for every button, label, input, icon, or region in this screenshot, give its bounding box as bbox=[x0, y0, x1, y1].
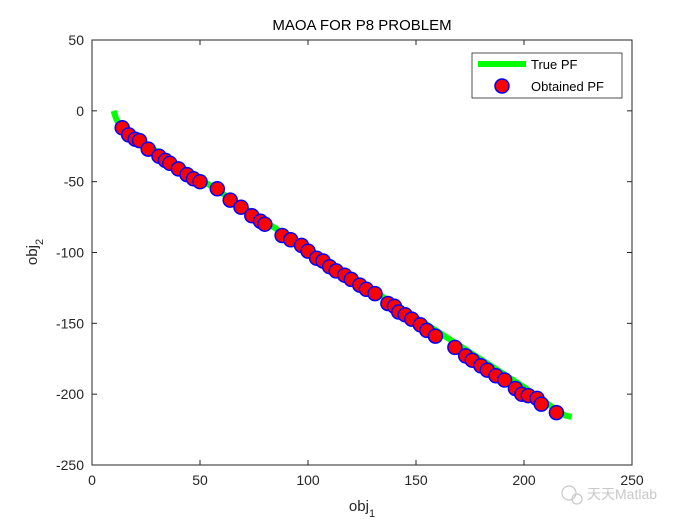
x-tick-label-100: 100 bbox=[296, 472, 320, 488]
y-axis-label-subscript: 2 bbox=[34, 239, 46, 245]
y-axis-label: obj2 bbox=[24, 239, 46, 265]
legend: True PF Obtained PF bbox=[471, 52, 623, 99]
y-tick-label--250: -250 bbox=[56, 457, 84, 473]
x-tick-label-50: 50 bbox=[192, 472, 208, 488]
y-tick-label--50: -50 bbox=[64, 174, 84, 190]
obtained-pf-point bbox=[192, 173, 208, 190]
axes-background bbox=[92, 40, 632, 465]
watermark-text: 天天Matlab bbox=[587, 486, 657, 502]
chart-title: MAOA FOR P8 PROBLEM bbox=[272, 17, 451, 34]
wechat-icon bbox=[561, 485, 577, 501]
y-axis-label-base: obj bbox=[24, 245, 41, 265]
obtained-pf-point bbox=[140, 141, 156, 157]
obtained-pf-point bbox=[548, 404, 565, 421]
x-tick-label-150: 150 bbox=[404, 472, 428, 488]
legend-true-pf-label: True PF bbox=[531, 57, 578, 72]
obtained-pf-point bbox=[427, 328, 444, 344]
x-tick-label-250: 250 bbox=[620, 472, 644, 488]
y-tick-label--150: -150 bbox=[56, 315, 84, 331]
watermark: 天天Matlab bbox=[561, 485, 657, 505]
legend-obtained-pf-label: Obtained PF bbox=[531, 79, 604, 94]
obtained-pf-point bbox=[233, 199, 249, 215]
obtained-pf-point bbox=[533, 396, 550, 412]
y-tick-label--100: -100 bbox=[56, 245, 84, 261]
obtained-pf-point bbox=[496, 372, 513, 388]
plot-area bbox=[91, 39, 633, 466]
x-axis-label-base: obj bbox=[349, 498, 369, 515]
obtained-pf-point bbox=[209, 181, 226, 197]
obtained-pf-point bbox=[447, 339, 463, 356]
x-axis-label-subscript: 1 bbox=[369, 508, 375, 520]
obtained-pf-point bbox=[257, 216, 273, 232]
x-axis: 0 50 100 150 200 250 bbox=[88, 40, 644, 488]
y-tick-label-0: 0 bbox=[76, 103, 84, 119]
y-tick-label-50: 50 bbox=[68, 32, 84, 48]
legend-obtained-pf-swatch bbox=[494, 78, 510, 94]
x-axis-label: obj1 bbox=[349, 498, 375, 520]
y-axis: 50 0 -50 -100 -150 -200 -250 bbox=[56, 32, 632, 473]
wechat-icon-bubble bbox=[571, 493, 583, 505]
x-tick-label-200: 200 bbox=[512, 472, 536, 488]
obtained-pf-point bbox=[222, 192, 238, 208]
obtained-pf-point bbox=[367, 285, 383, 302]
y-tick-label--200: -200 bbox=[56, 386, 84, 402]
obtained-pf-layer bbox=[114, 120, 565, 421]
x-tick-label-0: 0 bbox=[88, 472, 96, 488]
